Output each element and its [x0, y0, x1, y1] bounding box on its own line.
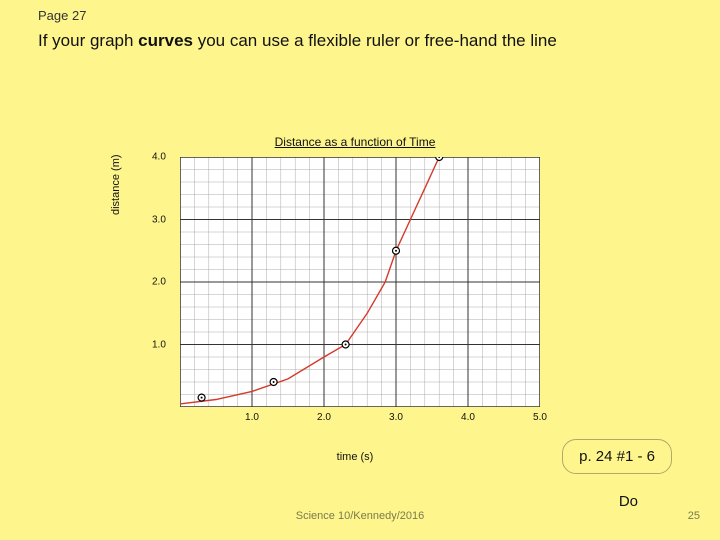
- xtick-label: 1.0: [245, 412, 259, 423]
- heading-post: you can use a flexible ruler or free-han…: [193, 31, 557, 50]
- do-label: Do: [619, 493, 638, 510]
- chart-ylabel: distance (m): [110, 154, 122, 215]
- chart-title: Distance as a function of Time: [150, 135, 560, 149]
- chart-plot-area: 1.02.03.04.01.02.03.04.05.0: [180, 157, 540, 407]
- chart-container: Distance as a function of Time distance …: [120, 135, 560, 455]
- heading-pre: If your graph: [38, 31, 138, 50]
- heading-bold: curves: [138, 31, 193, 50]
- xtick-label: 4.0: [461, 412, 475, 423]
- xtick-label: 3.0: [389, 412, 403, 423]
- ytick-label: 2.0: [152, 277, 166, 288]
- xtick-label: 2.0: [317, 412, 331, 423]
- chart-svg: [180, 157, 540, 407]
- ytick-label: 4.0: [152, 152, 166, 163]
- chart-xlabel: time (s): [150, 451, 560, 463]
- heading-text: If your graph curves you can use a flexi…: [38, 30, 682, 53]
- footer-text: Science 10/Kennedy/2016: [0, 510, 720, 522]
- xtick-label: 5.0: [533, 412, 547, 423]
- ytick-label: 3.0: [152, 214, 166, 225]
- page-number: Page 27: [38, 8, 86, 23]
- ytick-label: 1.0: [152, 339, 166, 350]
- slide-number: 25: [688, 510, 700, 522]
- homework-callout: p. 24 #1 - 6: [562, 439, 672, 474]
